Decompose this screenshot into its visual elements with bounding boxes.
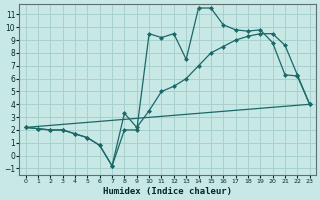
X-axis label: Humidex (Indice chaleur): Humidex (Indice chaleur) xyxy=(103,187,232,196)
